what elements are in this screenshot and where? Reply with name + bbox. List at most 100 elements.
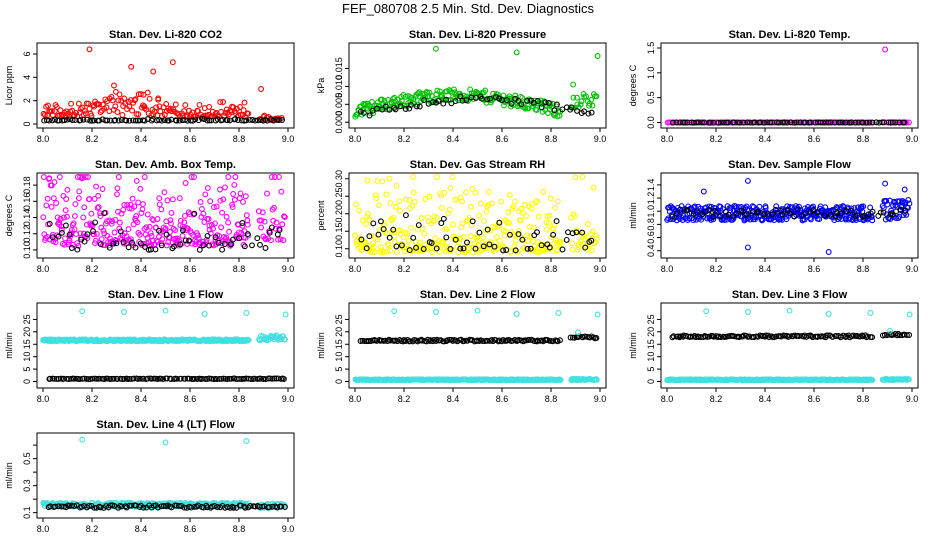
data-point-all [530, 224, 537, 231]
data-point-outliers [201, 311, 208, 317]
data-point-ref [219, 246, 226, 253]
data-point-all [482, 87, 489, 94]
data-point-all [90, 231, 97, 238]
data-point-all [158, 206, 165, 213]
data-point-all [519, 94, 526, 101]
data-point-ref [86, 502, 92, 509]
x-tick-label: 8.8 [545, 134, 558, 144]
data-point-ref [752, 119, 759, 126]
data-point-all [393, 182, 400, 189]
data-point-outliers [243, 310, 250, 316]
data-point-ref [839, 119, 846, 126]
data-point-ref [163, 375, 170, 382]
data-point-all [100, 227, 107, 234]
data-point-ref [281, 504, 288, 510]
data-point-ref [524, 97, 531, 104]
data-point-ref [901, 119, 908, 126]
data-point-ref [581, 108, 588, 115]
data-point-ref [869, 119, 876, 126]
y-tick-label: 0.1 [22, 506, 32, 519]
data-point-ref [693, 119, 700, 126]
data-point-all [816, 216, 823, 223]
data-point-all [446, 206, 453, 213]
x-tick-label: 8.2 [710, 264, 723, 274]
data-point-ref [472, 245, 479, 252]
data-point-all [459, 220, 466, 227]
data-point-all [61, 241, 68, 248]
data-point-all [168, 209, 175, 216]
x-tick-label: 8.4 [759, 264, 772, 274]
data-point-ref [175, 502, 182, 509]
data-point-all [448, 247, 455, 253]
data-point-all [192, 113, 199, 120]
data-point-all [426, 193, 433, 200]
data-point-ref [817, 119, 824, 126]
data-point-all [129, 195, 136, 202]
data-point-all [43, 202, 50, 209]
y-axis-label: degrees C [4, 194, 14, 236]
data-point-all [53, 104, 60, 110]
data-point-all [489, 200, 495, 207]
y-axis-label: ml/min [4, 332, 14, 359]
data-point-ref [55, 503, 62, 510]
data-point-ref [546, 244, 553, 251]
data-point-ref [459, 97, 466, 104]
data-point-all [458, 224, 465, 231]
data-point-outliers [744, 177, 751, 184]
data-point-ref [177, 375, 184, 382]
data-point-outliers [364, 177, 371, 184]
data-point-ref [243, 117, 250, 124]
data-point-all-tail [589, 102, 596, 109]
data-point-all [217, 99, 224, 106]
data-point-ref [782, 332, 789, 339]
data-point-ref-tail [903, 332, 910, 339]
data-point-all [869, 217, 876, 224]
data-point-ref [249, 117, 256, 123]
x-tick-label: 8.8 [233, 524, 246, 534]
data-point-all-tail [259, 209, 266, 216]
data-point-ref [553, 101, 560, 108]
data-point-ref [848, 119, 855, 126]
data-point-all [382, 229, 389, 236]
data-point-outliers [513, 311, 520, 317]
data-point-all [86, 105, 93, 112]
data-point-ref [158, 242, 165, 249]
data-point-ref [163, 231, 170, 238]
data-point-ref [801, 332, 808, 339]
data-point-all [162, 225, 169, 232]
data-point-outliers [825, 249, 832, 255]
data-point-ref [854, 212, 861, 219]
data-point-all [498, 198, 505, 205]
data-point-ref [767, 119, 774, 126]
x-tick-label: 8.6 [184, 394, 197, 404]
data-point-ref [81, 238, 88, 245]
data-point-ref [160, 376, 167, 383]
data-point-ref [443, 234, 450, 241]
data-point-outliers [901, 186, 908, 193]
data-point-all [554, 198, 561, 205]
data-point-all [443, 226, 450, 233]
data-point-ref [829, 333, 836, 340]
data-point-ref [242, 504, 249, 511]
data-point-ref [126, 117, 133, 124]
data-point-all [521, 244, 528, 251]
data-point-all [126, 205, 133, 212]
data-point-outliers [703, 308, 710, 315]
data-point-all-tail [903, 119, 910, 126]
data-point-all [691, 203, 698, 210]
data-point-all [82, 174, 89, 180]
data-point-all [546, 212, 553, 219]
data-point-all [546, 220, 552, 226]
data-point-all [393, 249, 400, 256]
data-point-ref [579, 229, 586, 236]
data-point-all [182, 102, 189, 109]
panel-sampleflow: Stan. Dev. Sample Flow ml/min 8.0 8.2 8.4 8.6… [628, 159, 919, 274]
x-tick-label: 9.0 [282, 264, 295, 274]
data-point-ref [246, 116, 253, 123]
data-point-all [371, 249, 378, 255]
data-point-all [390, 214, 397, 221]
x-tick-label: 8.0 [37, 394, 50, 404]
data-point-all [557, 238, 564, 245]
panel-title: Stan. Dev. Li-820 Pressure [409, 29, 546, 41]
